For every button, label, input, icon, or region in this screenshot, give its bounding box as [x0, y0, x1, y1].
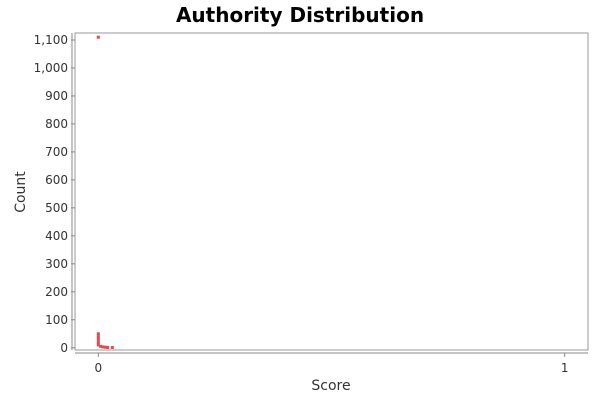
data-point: [96, 343, 100, 347]
data-point: [101, 345, 105, 349]
y-tick-label: 0: [60, 341, 68, 355]
y-tick-label: 1,000: [34, 61, 68, 75]
y-tick-label: 600: [45, 173, 68, 187]
x-tick-label: 1: [561, 361, 569, 375]
data-point: [96, 35, 100, 39]
plot-area: [74, 32, 589, 351]
y-tick-label: 400: [45, 229, 68, 243]
data-point: [96, 332, 100, 336]
data-point: [96, 335, 100, 339]
y-axis-label: Count: [13, 171, 29, 213]
x-axis-label: Score: [311, 378, 350, 394]
data-point: [99, 344, 103, 348]
y-tick-label: 500: [45, 201, 68, 215]
y-tick-label: 300: [45, 257, 68, 271]
y-tick-label: 800: [45, 117, 68, 131]
y-tick-label: 700: [45, 145, 68, 159]
data-point: [110, 345, 114, 349]
y-tick-label: 1,100: [34, 33, 68, 47]
x-tick-label: 0: [94, 361, 102, 375]
data-point: [103, 345, 107, 349]
y-tick-labels: 0 100 200 300 400 500 600 700 800 900 1,000 1,100: [34, 33, 68, 355]
data-points: [96, 35, 114, 349]
y-tick-label: 100: [45, 313, 68, 327]
data-point: [96, 340, 100, 344]
chart-title: Authority Distribution: [176, 3, 424, 27]
y-tick-label: 200: [45, 285, 68, 299]
data-point: [96, 337, 100, 341]
axes: [71, 32, 589, 357]
data-point: [106, 345, 110, 349]
y-tick-label: 900: [45, 89, 68, 103]
